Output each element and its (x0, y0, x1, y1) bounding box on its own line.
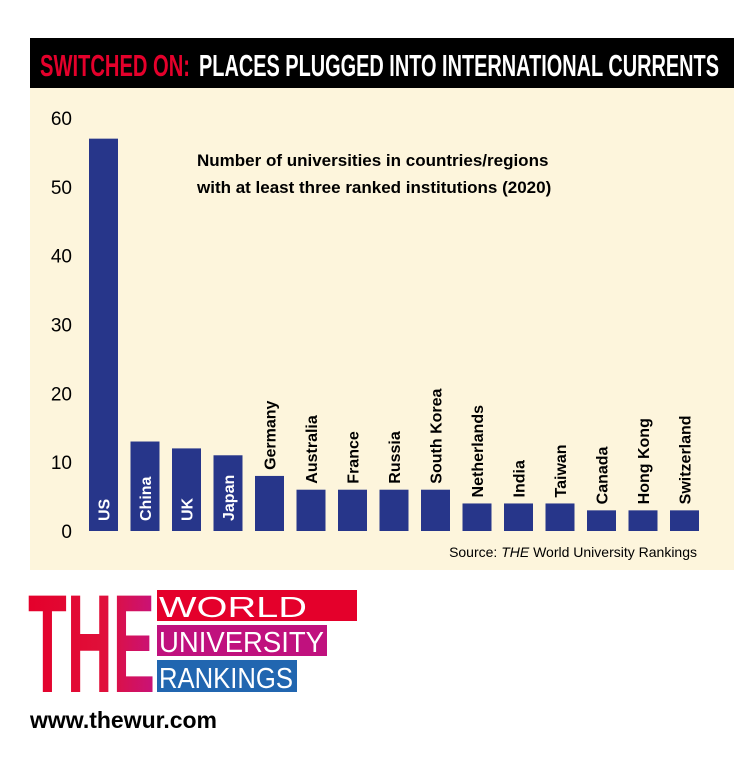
bar (545, 503, 575, 531)
bar (628, 510, 658, 531)
logo-line: WORLD (159, 592, 307, 624)
y-tick-label: 0 (61, 522, 72, 543)
bar (670, 510, 699, 531)
logo-bar (157, 625, 327, 656)
logo-line: RANKINGS (159, 663, 293, 695)
x-tick-label: Netherlands (470, 405, 487, 498)
logo-bar (157, 590, 357, 621)
bar (379, 489, 409, 531)
x-tick-label: France (346, 431, 363, 484)
logo-line: UNIVERSITY (159, 627, 324, 659)
bar (587, 510, 616, 531)
x-tick-label: Germany (263, 400, 280, 469)
y-tick-label: 60 (51, 109, 72, 130)
bar (462, 503, 492, 531)
y-tick-label: 10 (51, 453, 72, 474)
source-label: Source: (449, 544, 497, 560)
x-tick-label: Russia (387, 431, 404, 484)
chart-title: PLACES PLUGGED INTO INTERNATIONAL CURREN… (199, 48, 719, 83)
title-bar (30, 38, 734, 88)
y-tick-label: 50 (51, 178, 72, 199)
x-tick-label: US (97, 498, 114, 521)
source-publisher: THE (501, 544, 530, 560)
bar (89, 138, 118, 531)
x-tick-label: Australia (304, 415, 321, 484)
x-tick-label: India (512, 460, 529, 497)
logo-mark: THE (28, 565, 155, 722)
x-tick-label: South Korea (429, 388, 446, 483)
y-tick-label: 20 (51, 384, 72, 405)
y-tick-label: 30 (51, 316, 72, 337)
bar (296, 489, 326, 531)
x-tick-label: Taiwan (553, 444, 570, 497)
annotation: with at least three ranked institutions … (196, 178, 551, 197)
url: www.thewur.com (29, 707, 217, 733)
x-tick-label: Canada (595, 446, 612, 504)
bar (213, 455, 243, 531)
logo-bar (157, 660, 297, 692)
bar (172, 448, 201, 531)
title-highlight: SWITCHED ON: (40, 48, 190, 83)
source-name: World University Rankings (533, 544, 697, 560)
bar (421, 489, 450, 531)
bar (255, 475, 284, 531)
source: Source: THE World University Rankings (449, 544, 697, 560)
annotation: Number of universities in countries/regi… (197, 151, 548, 170)
x-tick-label: UK (180, 497, 197, 521)
x-tick-label: China (138, 476, 155, 521)
y-tick-label: 40 (51, 247, 72, 268)
x-tick-label: Japan (221, 475, 238, 521)
bar (338, 489, 367, 531)
bar (130, 441, 160, 531)
x-tick-label: Switzerland (678, 415, 695, 504)
plot: 0 10 20 30 40 50 60 US China UK Japan Germany Austra… (51, 109, 699, 543)
x-tick-label: Hong Kong (636, 418, 653, 504)
bar (504, 503, 533, 531)
